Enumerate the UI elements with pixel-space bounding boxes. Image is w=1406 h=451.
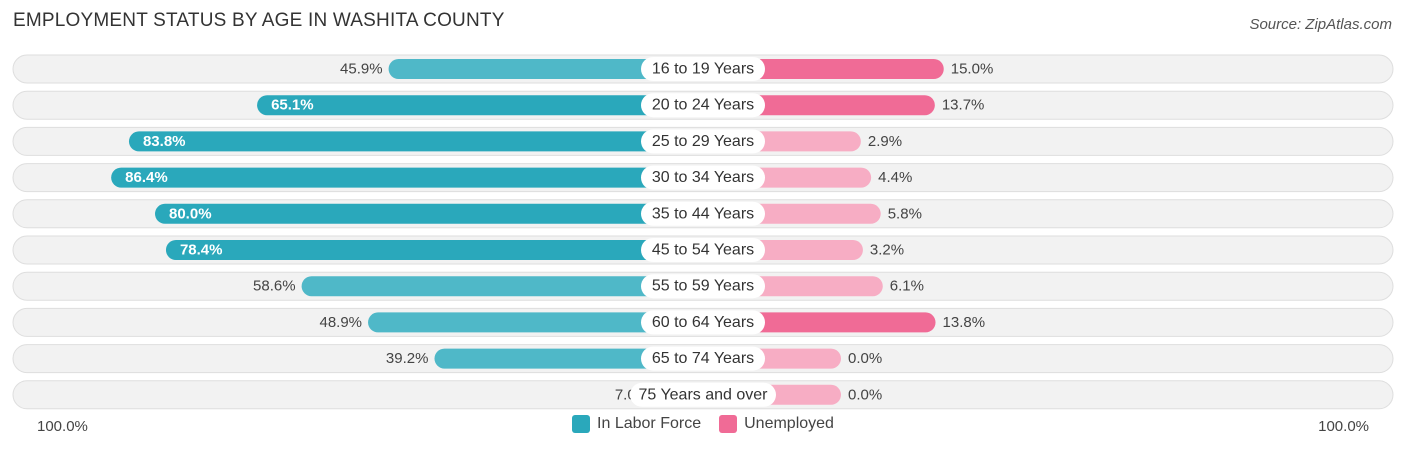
labor-value-label: 48.9% — [319, 314, 362, 331]
unemployed-value-label: 0.0% — [848, 350, 882, 367]
category-label: 60 to 64 Years — [652, 314, 754, 331]
legend-item-unemployed[interactable]: Unemployed — [719, 415, 834, 433]
category-label-bg — [641, 346, 765, 371]
unemployed-value-label: 5.8% — [888, 205, 922, 222]
unemployed-value-label: 2.9% — [868, 133, 902, 150]
category-label: 16 to 19 Years — [652, 61, 754, 78]
unemployed-value-label: 3.2% — [870, 242, 904, 259]
labor-value-label: 80.0% — [169, 205, 212, 222]
category-label: 25 to 29 Years — [652, 133, 754, 150]
unemployed-value-label: 13.8% — [943, 314, 986, 331]
category-label-bg — [641, 93, 765, 118]
unemployed-value-label: 6.1% — [890, 278, 924, 295]
labor-value-label: 83.8% — [143, 133, 186, 150]
category-label: 65 to 74 Years — [652, 350, 754, 367]
category-label: 20 to 24 Years — [652, 97, 754, 114]
labor-bar[interactable] — [155, 203, 703, 224]
labor-bar[interactable] — [368, 312, 703, 333]
labor-bar[interactable] — [257, 95, 703, 116]
legend-label-unemployed: Unemployed — [744, 415, 834, 432]
category-label-bg — [641, 274, 765, 299]
labor-bar[interactable] — [434, 348, 703, 369]
source-label: Source: ZipAtlas.com — [1249, 16, 1392, 33]
category-label-bg — [641, 310, 765, 335]
unemployed-value-label: 0.0% — [848, 386, 882, 403]
unemployed-value-label: 13.7% — [942, 97, 985, 114]
legend-swatch-labor — [572, 415, 591, 433]
category-label: 55 to 59 Years — [652, 278, 754, 295]
category-label-bg — [641, 201, 765, 226]
axis-right-label: 100.0% — [1318, 418, 1369, 435]
labor-bar[interactable] — [128, 131, 704, 152]
labor-value-label: 86.4% — [125, 169, 168, 186]
labor-bar[interactable] — [388, 59, 703, 79]
labor-bar[interactable] — [165, 240, 703, 260]
legend-item-labor[interactable]: In Labor Force — [572, 415, 701, 433]
labor-bar[interactable] — [111, 167, 703, 188]
category-label: 75 Years and over — [639, 386, 769, 403]
category-label: 30 to 34 Years — [652, 169, 754, 186]
category-label: 35 to 44 Years — [652, 205, 754, 222]
category-label-bg — [630, 382, 776, 407]
unemployed-value-label: 4.4% — [878, 169, 912, 186]
labor-value-label: 45.9% — [340, 61, 383, 78]
legend-label-labor: In Labor Force — [597, 415, 702, 432]
axis-left-label: 100.0% — [37, 418, 88, 435]
labor-value-label: 39.2% — [386, 350, 429, 367]
unemployed-value-label: 15.0% — [951, 61, 994, 78]
labor-value-label: 65.1% — [271, 97, 314, 114]
category-label-bg — [641, 57, 765, 81]
legend-swatch-unemployed — [719, 415, 738, 433]
chart-title: EMPLOYMENT STATUS BY AGE IN WASHITA COUN… — [13, 10, 505, 31]
legend: In Labor Force Unemployed — [0, 415, 1406, 433]
labor-value-label: 58.6% — [253, 278, 296, 295]
category-label-bg — [641, 165, 765, 190]
labor-bar[interactable] — [301, 276, 703, 297]
category-label: 45 to 54 Years — [652, 242, 754, 259]
category-label-bg — [641, 129, 765, 154]
chart-area: 45.9% 15.0% 16 to 19 Years 65.1% 13.7% 20 to … — [12, 54, 1394, 410]
labor-value-label: 78.4% — [180, 242, 223, 259]
category-label-bg — [641, 238, 765, 262]
